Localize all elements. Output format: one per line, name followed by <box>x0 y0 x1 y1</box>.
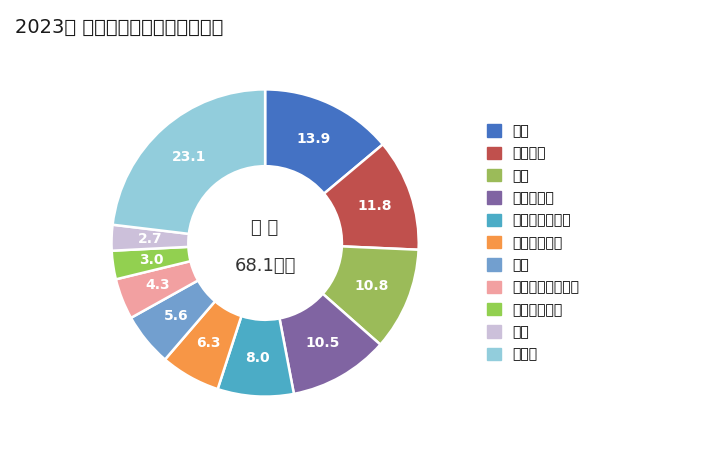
Wedge shape <box>324 144 419 250</box>
Text: 23.1: 23.1 <box>172 150 206 164</box>
Wedge shape <box>265 90 383 194</box>
Wedge shape <box>113 90 265 234</box>
Text: 5.6: 5.6 <box>164 309 189 323</box>
Legend: 中国, メキシコ, 米国, フィリピン, サウジアラビア, シンガポール, 台湾, アラブ首長国連邦, インドネシア, タイ, その他: 中国, メキシコ, 米国, フィリピン, サウジアラビア, シンガポール, 台湾… <box>483 120 584 366</box>
Text: 4.3: 4.3 <box>146 278 170 292</box>
Text: 総 額: 総 額 <box>251 219 279 237</box>
Text: 2023年 輸出相手国のシェア（％）: 2023年 輸出相手国のシェア（％） <box>15 18 223 37</box>
Text: 8.0: 8.0 <box>245 351 270 365</box>
Wedge shape <box>111 247 191 279</box>
Text: 6.3: 6.3 <box>197 337 221 351</box>
Text: 13.9: 13.9 <box>297 131 331 146</box>
Wedge shape <box>111 225 189 251</box>
Text: 3.0: 3.0 <box>139 252 163 266</box>
Wedge shape <box>131 280 215 360</box>
Text: 68.1億円: 68.1億円 <box>234 257 296 275</box>
Wedge shape <box>218 316 294 396</box>
Wedge shape <box>116 261 198 318</box>
Wedge shape <box>280 294 380 394</box>
Wedge shape <box>165 301 242 389</box>
Text: 10.5: 10.5 <box>305 336 339 350</box>
Text: 10.8: 10.8 <box>355 279 389 293</box>
Text: 11.8: 11.8 <box>357 199 392 213</box>
Text: 2.7: 2.7 <box>138 232 162 246</box>
Wedge shape <box>323 247 419 345</box>
